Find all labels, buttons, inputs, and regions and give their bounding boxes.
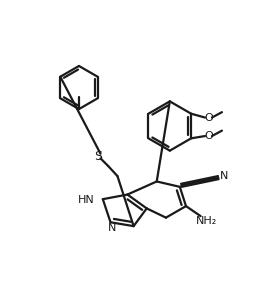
Text: O: O <box>205 113 213 122</box>
Text: NH₂: NH₂ <box>196 217 218 226</box>
Text: N: N <box>108 224 116 234</box>
Text: HN: HN <box>78 195 95 205</box>
Text: S: S <box>94 149 102 163</box>
Text: N: N <box>219 171 228 181</box>
Text: O: O <box>205 131 213 141</box>
